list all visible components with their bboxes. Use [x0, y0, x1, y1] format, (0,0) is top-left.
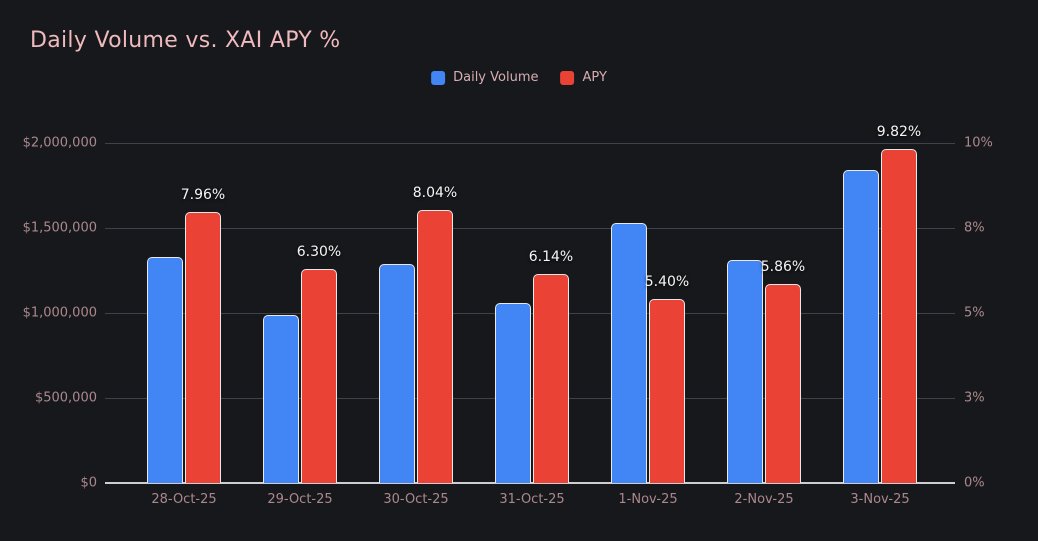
plot-area: $2,000,000 10% $1,500,000 8% $1,000,000 5% $50… [23, 124, 993, 507]
legend-label-daily-volume: Daily Volume [453, 70, 539, 85]
bar-apy-31-Oct-25[interactable] [533, 274, 569, 483]
x-axis-tick-1-Nov-25: 1-Nov-25 [618, 492, 678, 507]
y-axis-right-tick: 5% [964, 305, 985, 321]
y-axis-right-tick: 3% [964, 390, 985, 406]
y-axis-left-tick: $2,000,000 [22, 135, 97, 151]
gridline [105, 143, 955, 144]
gridline [105, 228, 955, 229]
apy-data-label: 5.86% [760, 259, 806, 275]
x-axis-tick-29-Oct-25: 29-Oct-25 [267, 492, 333, 507]
bar-apy-30-Oct-25[interactable] [417, 210, 453, 483]
legend-label-apy: APY [582, 70, 607, 85]
apy-data-label: 8.04% [412, 185, 458, 201]
y-axis-left-tick: $0 [80, 475, 97, 491]
chart-title: Daily Volume vs. XAI APY % [30, 28, 341, 53]
y-axis-left-tick: $500,000 [34, 390, 97, 406]
apy-data-label: 6.14% [528, 249, 574, 265]
bar-apy-3-Nov-25[interactable] [881, 149, 917, 483]
apy-data-label: 6.30% [296, 244, 342, 260]
x-axis-tick-3-Nov-25: 3-Nov-25 [850, 492, 910, 507]
apy-data-label: 5.40% [644, 274, 690, 290]
y-axis-right-tick: 0% [964, 475, 985, 491]
bar-apy-1-Nov-25[interactable] [649, 299, 685, 483]
y-axis-left-tick: $1,500,000 [22, 220, 97, 236]
bar-daily-volume-2-Nov-25[interactable] [727, 260, 763, 483]
bar-daily-volume-3-Nov-25[interactable] [843, 170, 879, 483]
x-axis-tick-28-Oct-25: 28-Oct-25 [151, 492, 217, 507]
legend-item-apy[interactable]: APY [560, 70, 607, 85]
bar-apy-29-Oct-25[interactable] [301, 269, 337, 483]
bar-daily-volume-28-Oct-25[interactable] [147, 257, 183, 483]
legend-swatch-apy-icon [560, 70, 575, 85]
bar-daily-volume-1-Nov-25[interactable] [611, 223, 647, 483]
x-axis-tick-2-Nov-25: 2-Nov-25 [734, 492, 794, 507]
apy-data-label: 7.96% [180, 187, 226, 203]
bar-daily-volume-30-Oct-25[interactable] [379, 264, 415, 483]
bar-apy-2-Nov-25[interactable] [765, 284, 801, 483]
x-axis-line [105, 482, 955, 484]
y-axis-right-tick: 8% [964, 220, 985, 236]
apy-data-label: 9.82% [876, 124, 922, 140]
bar-daily-volume-31-Oct-25[interactable] [495, 303, 531, 483]
bar-apy-28-Oct-25[interactable] [185, 212, 221, 483]
y-axis-right-tick: 10% [964, 135, 993, 151]
x-axis-tick-31-Oct-25: 31-Oct-25 [499, 492, 565, 507]
y-axis-left-tick: $1,000,000 [22, 305, 97, 321]
x-axis-tick-30-Oct-25: 30-Oct-25 [383, 492, 449, 507]
legend-swatch-daily-volume-icon [431, 70, 446, 85]
legend: Daily Volume APY [431, 70, 607, 85]
legend-item-daily-volume[interactable]: Daily Volume [431, 70, 539, 85]
bar-daily-volume-29-Oct-25[interactable] [263, 315, 299, 483]
